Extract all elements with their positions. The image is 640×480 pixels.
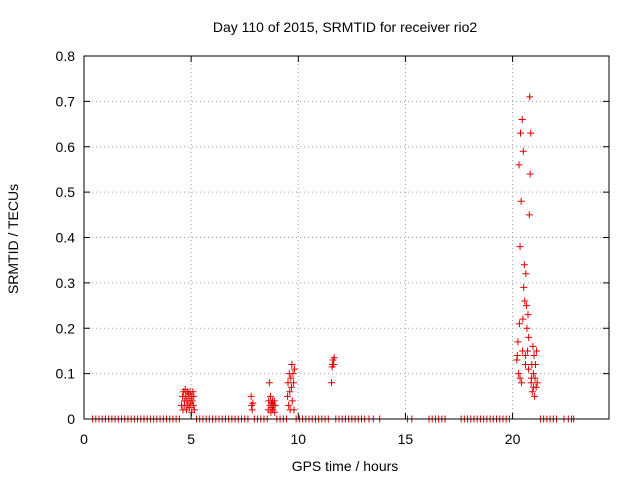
data-point (528, 388, 536, 396)
data-point (518, 379, 526, 387)
y-tick-label: 0.3 (56, 275, 76, 291)
data-point (516, 374, 524, 382)
data-point (520, 261, 528, 269)
data-point (249, 399, 257, 407)
data-point (523, 324, 531, 332)
data-point (290, 365, 298, 373)
data-point (517, 197, 525, 205)
grid-lines (84, 56, 609, 419)
axis-ticks: 0 0.1 0.2 0.3 0.4 0.5 0.6 0.7 0.8 0 5 10 15 20 (56, 48, 609, 447)
data-point (285, 401, 293, 409)
data-point (520, 283, 528, 291)
data-point (533, 379, 541, 387)
y-tick-label: 0.6 (56, 139, 76, 155)
data-point (524, 347, 532, 355)
y-tick-label: 0.1 (56, 366, 76, 382)
data-point (532, 361, 539, 369)
data-point (533, 347, 541, 355)
data-point (519, 315, 527, 323)
x-axis-label: GPS time / hours (292, 458, 399, 474)
y-tick-label: 0.4 (56, 230, 76, 246)
chart-title: Day 110 of 2015, SRMTID for receiver rio… (213, 19, 478, 35)
y-tick-label: 0 (67, 411, 75, 427)
x-tick-label: 10 (290, 431, 306, 447)
data-point (530, 383, 538, 391)
data-point (270, 397, 278, 405)
x-tick-label: 5 (187, 431, 195, 447)
data-point (190, 406, 198, 414)
data-point (530, 351, 538, 359)
data-point (515, 320, 523, 328)
data-point (286, 388, 294, 396)
data-points (89, 93, 578, 423)
data-point (529, 370, 537, 378)
data-point (266, 392, 274, 400)
y-axis-label: SRMTID / TECUs (5, 184, 21, 294)
data-point (290, 406, 298, 414)
data-point (288, 361, 296, 369)
y-tick-label: 0.5 (56, 184, 76, 200)
data-point (188, 397, 196, 405)
data-point (330, 361, 338, 369)
data-point (328, 379, 335, 387)
data-point (527, 374, 535, 382)
data-point (265, 379, 273, 387)
data-point (519, 147, 527, 155)
data-point (189, 388, 197, 396)
y-tick-label: 0.7 (56, 93, 76, 109)
data-point (284, 392, 292, 400)
data-point (515, 370, 523, 378)
x-tick-label: 0 (80, 431, 88, 447)
data-point (247, 392, 255, 400)
data-point (330, 354, 338, 362)
data-point (516, 243, 524, 251)
data-point (290, 379, 298, 387)
data-point (524, 311, 532, 319)
data-point (523, 302, 530, 310)
data-point (521, 297, 529, 305)
data-point (518, 116, 526, 124)
data-point (287, 383, 295, 391)
data-point (521, 351, 529, 359)
data-point (517, 129, 524, 137)
data-point (529, 342, 537, 350)
data-point (521, 361, 529, 369)
data-point (515, 161, 523, 169)
y-tick-label: 0.2 (56, 320, 76, 336)
data-point (522, 270, 530, 278)
data-point (271, 408, 279, 416)
data-point (190, 392, 198, 400)
data-point (287, 374, 295, 382)
data-point (185, 404, 193, 412)
data-point (527, 129, 535, 137)
y-tick-label: 0.8 (56, 48, 76, 64)
data-point (271, 401, 279, 409)
data-point (530, 392, 538, 400)
x-tick-label: 15 (398, 431, 414, 447)
data-point (526, 170, 534, 178)
data-point (189, 401, 197, 409)
data-point (289, 370, 297, 378)
data-point (248, 406, 256, 414)
data-point (525, 333, 533, 341)
data-point (525, 211, 533, 219)
data-point (514, 338, 522, 346)
data-point (526, 93, 534, 101)
data-point (524, 365, 532, 373)
x-tick-label: 20 (505, 431, 521, 447)
data-point (513, 351, 521, 359)
data-point (288, 397, 296, 405)
